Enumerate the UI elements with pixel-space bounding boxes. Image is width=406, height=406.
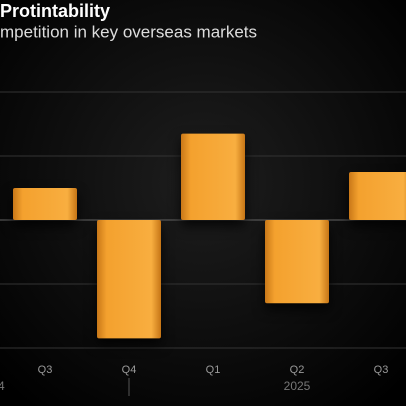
chart-subtitle: mpetition in key overseas markets [0,22,257,41]
year-label: 4 [0,379,5,393]
bar [13,188,77,220]
x-tick-label: Q2 [290,364,305,376]
chart-title: Protintability [0,1,110,21]
bar [181,133,245,220]
bar [265,220,329,304]
bar [349,172,406,220]
x-tick-label: Q3 [38,364,53,376]
year-label: 2025 [284,379,311,393]
bar [97,220,161,339]
x-tick-label: Q4 [122,364,137,376]
x-tick-label: Q3 [374,364,389,376]
x-tick-label: Q1 [206,364,221,376]
